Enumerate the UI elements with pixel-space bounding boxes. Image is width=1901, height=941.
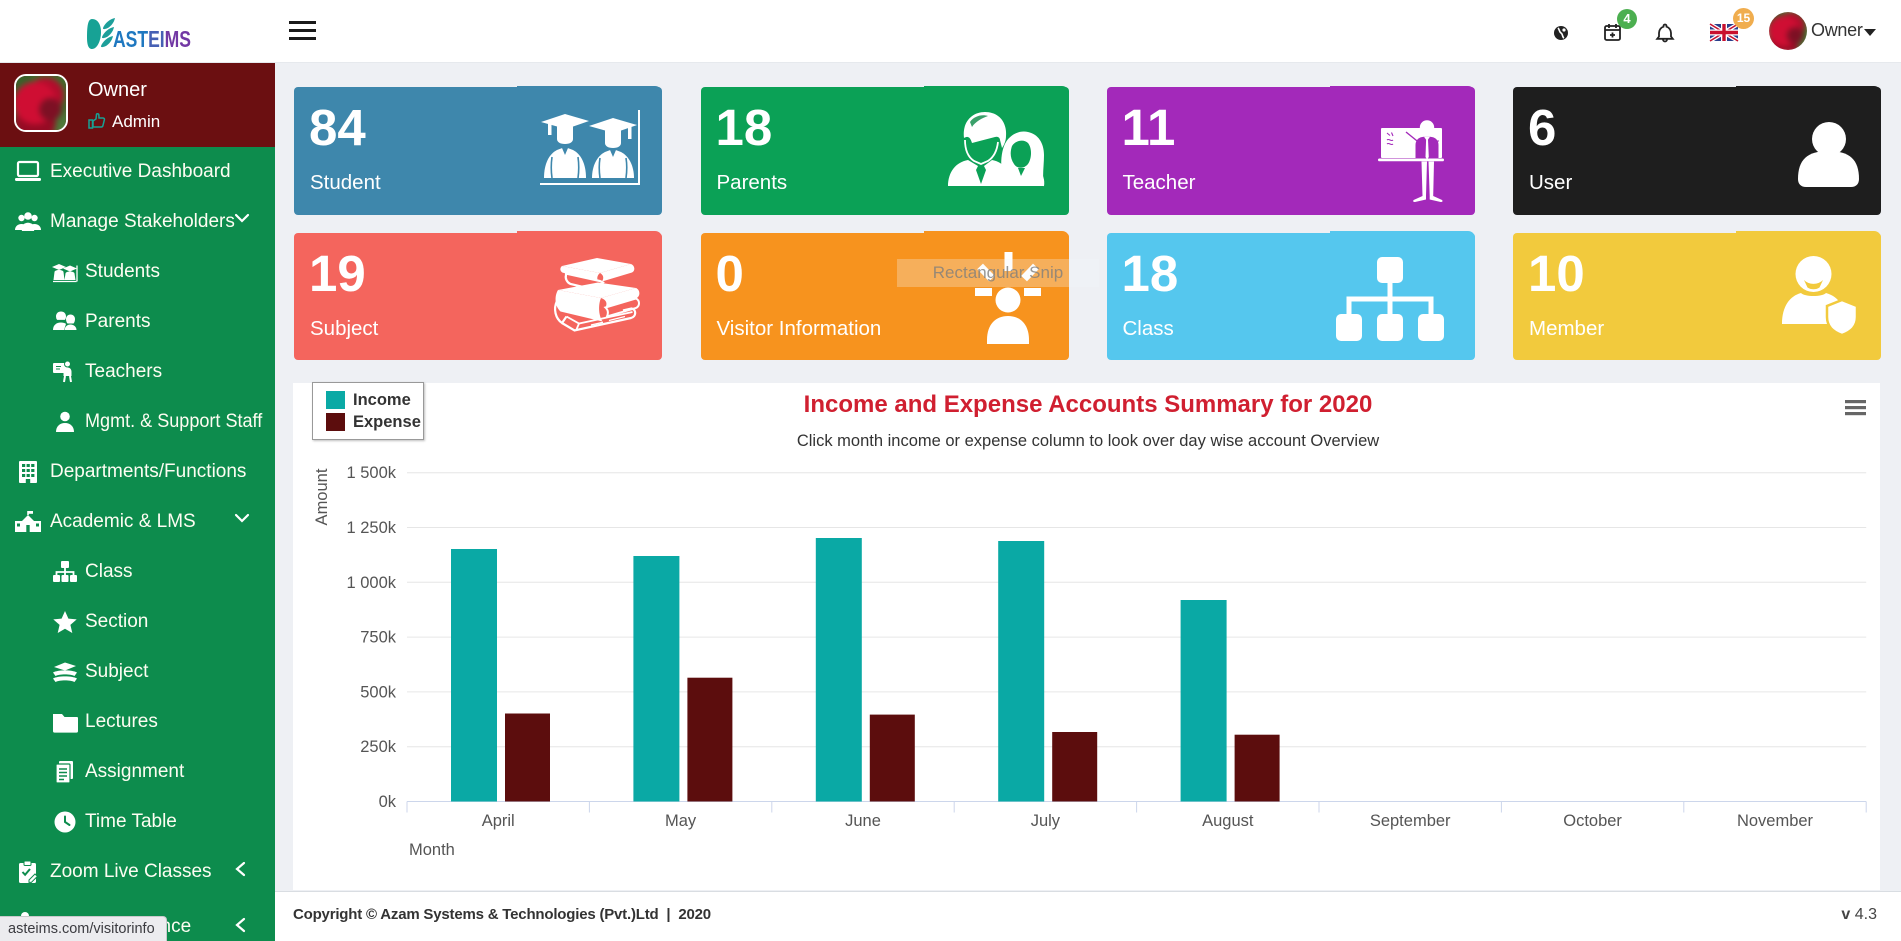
svg-text:250k: 250k xyxy=(360,738,397,756)
svg-text:1 000k: 1 000k xyxy=(346,574,396,592)
svg-text:August: August xyxy=(1202,812,1254,830)
svg-text:November: November xyxy=(1737,812,1814,830)
svg-text:1 500k: 1 500k xyxy=(346,464,396,482)
svg-text:April: April xyxy=(482,812,515,830)
svg-text:ASTEIMS: ASTEIMS xyxy=(113,26,191,50)
svg-text:500k: 500k xyxy=(360,683,397,701)
svg-text:September: September xyxy=(1370,812,1451,830)
svg-text:1 250k: 1 250k xyxy=(346,519,396,537)
svg-text:750k: 750k xyxy=(360,629,397,647)
svg-text:June: June xyxy=(845,812,881,830)
svg-text:Month: Month xyxy=(409,841,455,859)
svg-text:May: May xyxy=(665,812,697,830)
svg-text:Click month income or expense: Click month income or expense column to … xyxy=(797,432,1379,450)
svg-text:July: July xyxy=(1031,812,1061,830)
svg-text:October: October xyxy=(1563,812,1622,830)
svg-text:Income and Expense Accounts Su: Income and Expense Accounts Summary for … xyxy=(804,391,1373,418)
svg-text:Amount: Amount xyxy=(313,468,331,525)
svg-text:0k: 0k xyxy=(379,793,397,811)
